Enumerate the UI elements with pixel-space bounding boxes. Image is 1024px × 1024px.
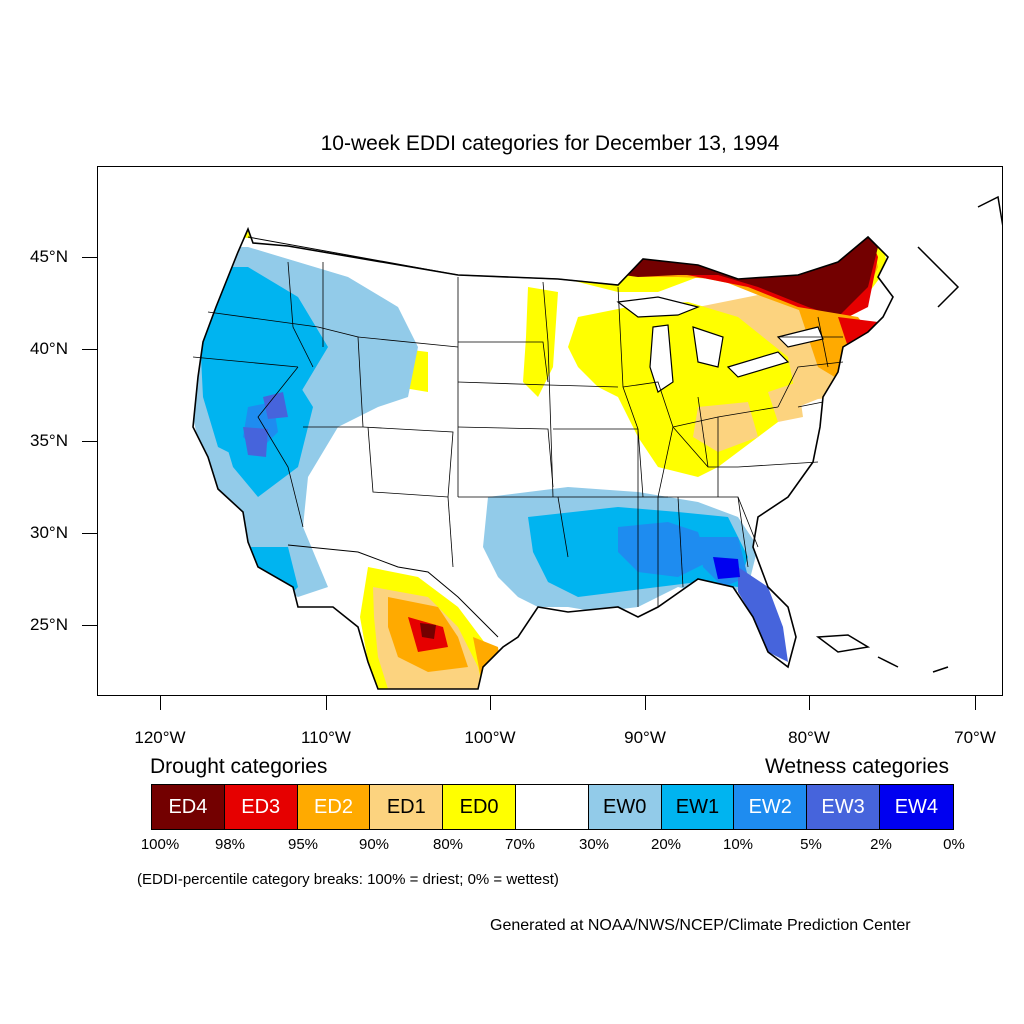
lon-tick xyxy=(326,696,327,710)
lat-label-40: 40°N xyxy=(30,339,68,358)
credit-line: Generated at NOAA/NWS/NCEP/Climate Predi… xyxy=(490,917,911,934)
lon-label-100: 100°W xyxy=(464,728,516,747)
pct-break: 0% xyxy=(943,836,965,853)
lon-label-80: 80°W xyxy=(788,728,830,747)
lon-label-110: 110°W xyxy=(301,728,351,747)
map-canvas xyxy=(192,195,1002,690)
pct-break: 90% xyxy=(358,836,390,853)
eddi-map xyxy=(97,166,1003,696)
legend-cell-ew2: EW2 xyxy=(734,785,808,829)
legend-cell-ew4: EW4 xyxy=(879,785,953,829)
lon-tick xyxy=(160,696,161,710)
pct-break: 30% xyxy=(578,836,610,853)
lat-tick xyxy=(82,257,97,258)
lon-tick xyxy=(809,696,810,710)
legend-cell-ew0: EW0 xyxy=(588,785,662,829)
lon-label-90: 90°W xyxy=(624,728,666,747)
pct-break: 5% xyxy=(800,836,822,853)
legend-cell-ed0: ED0 xyxy=(443,785,516,829)
lat-label-30: 30°N xyxy=(30,523,68,542)
pct-break: 100% xyxy=(140,836,180,853)
category-breaks-note: (EDDI-percentile category breaks: 100% =… xyxy=(137,871,559,888)
lat-tick xyxy=(82,441,97,442)
legend-cell-ed1: ED1 xyxy=(370,785,444,829)
lon-tick xyxy=(975,696,976,710)
pct-break: 2% xyxy=(870,836,892,853)
lat-label-45: 45°N xyxy=(30,247,68,266)
pct-break: 80% xyxy=(432,836,464,853)
pct-break: 98% xyxy=(214,836,246,853)
lon-tick xyxy=(645,696,646,710)
legend-cell-ed2: ED2 xyxy=(297,785,371,829)
lat-tick xyxy=(82,533,97,534)
lat-tick xyxy=(82,625,97,626)
legend-cell-ew1: EW1 xyxy=(661,785,735,829)
legend-cell-ed4: ED4 xyxy=(152,785,225,829)
lon-label-70: 70°W xyxy=(954,728,996,747)
lat-label-35: 35°N xyxy=(30,431,68,450)
lat-label-25: 25°N xyxy=(30,615,68,634)
legend-cell-neutral xyxy=(515,785,589,829)
lon-label-120: 120°W xyxy=(134,728,186,747)
pct-break: 95% xyxy=(287,836,319,853)
legend-cell-ew3: EW3 xyxy=(807,785,880,829)
legend-cell-ed3: ED3 xyxy=(224,785,298,829)
pct-break: 10% xyxy=(722,836,754,853)
pct-break: 70% xyxy=(504,836,536,853)
lat-tick xyxy=(82,349,97,350)
legend-color-bar: ED4 ED3 ED2 ED1 ED0 EW0 EW1 EW2 EW3 EW4 xyxy=(151,784,954,830)
drought-heading: Drought categories xyxy=(150,755,328,778)
lon-tick xyxy=(490,696,491,710)
pct-break: 20% xyxy=(650,836,682,853)
map-title: 10-week EDDI categories for December 13,… xyxy=(320,132,780,155)
wetness-heading: Wetness categories xyxy=(764,755,949,778)
